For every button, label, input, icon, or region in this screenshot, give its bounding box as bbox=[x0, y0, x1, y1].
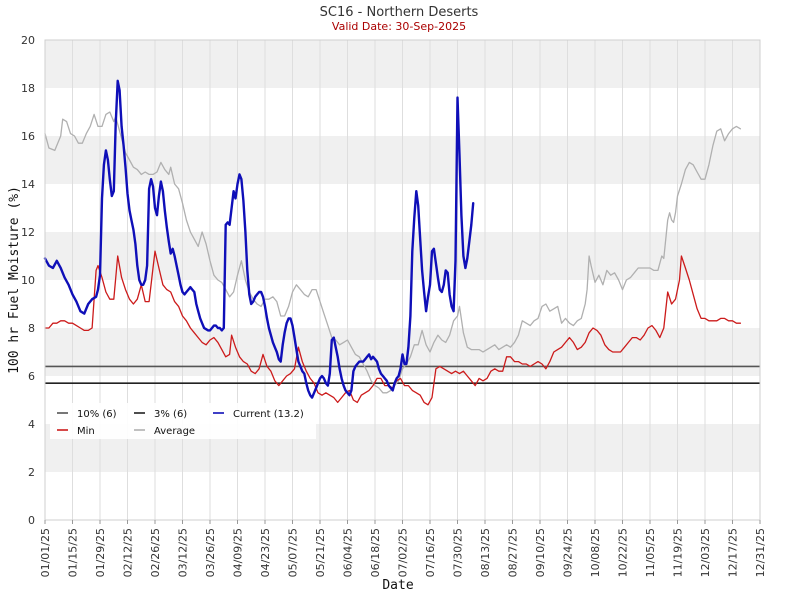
series-lines bbox=[43, 79, 742, 406]
x-tick-label: 02/26/25 bbox=[149, 528, 162, 577]
x-tick-label: 03/26/25 bbox=[204, 528, 217, 577]
y-tick-label: 16 bbox=[21, 130, 35, 143]
y-tick-label: 0 bbox=[28, 514, 35, 527]
x-tick-label: 11/05/25 bbox=[644, 528, 657, 577]
x-tick-label: 09/24/25 bbox=[562, 528, 575, 577]
x-tick-label: 07/30/25 bbox=[452, 528, 465, 577]
x-tick-label: 02/12/25 bbox=[122, 528, 135, 577]
y-tick-label: 14 bbox=[21, 178, 35, 191]
legend-label: Average bbox=[154, 426, 195, 437]
x-axis-ticks: 01/01/25 01/15/25 01/29/25 02/12/25 02/26/25… bbox=[39, 520, 767, 577]
chart-title: SC16 - Northern Deserts bbox=[320, 5, 479, 20]
x-tick-label: 12/31/25 bbox=[754, 528, 767, 577]
x-tick-label: 07/02/25 bbox=[397, 528, 410, 577]
y-tick-label: 6 bbox=[28, 370, 35, 383]
x-tick-label: 01/29/25 bbox=[94, 528, 107, 577]
series-line-average bbox=[44, 111, 742, 394]
x-tick-label: 08/13/25 bbox=[479, 528, 492, 577]
legend-label: Current (13.2) bbox=[233, 409, 304, 420]
y-tick-label: 10 bbox=[21, 274, 35, 287]
x-tick-label: 10/22/25 bbox=[617, 528, 630, 577]
x-tick-label: 08/27/25 bbox=[507, 528, 520, 577]
y-tick-label: 20 bbox=[21, 34, 35, 47]
x-tick-label: 01/15/25 bbox=[67, 528, 80, 577]
x-tick-label: 07/16/25 bbox=[424, 528, 437, 577]
y-tick-label: 2 bbox=[28, 466, 35, 479]
legend-label: 3% (6) bbox=[154, 409, 187, 420]
legend-label: 10% (6) bbox=[77, 409, 117, 420]
x-axis-label: Date bbox=[382, 578, 413, 593]
series-line-current bbox=[43, 79, 475, 399]
x-tick-label: 09/10/25 bbox=[534, 528, 547, 577]
legend-label: Min bbox=[77, 426, 95, 437]
x-tick-label: 11/19/25 bbox=[672, 528, 685, 577]
legend: 10% (6) 3% (6) Current (13.2) Min Average bbox=[50, 403, 316, 439]
legend-box bbox=[50, 403, 316, 439]
y-tick-label: 18 bbox=[21, 82, 35, 95]
x-tick-label: 06/04/25 bbox=[342, 528, 355, 577]
x-tick-label: 10/08/25 bbox=[589, 528, 602, 577]
x-tick-label: 01/01/25 bbox=[39, 528, 52, 577]
x-tick-label: 04/23/25 bbox=[259, 528, 272, 577]
y-tick-label: 8 bbox=[28, 322, 35, 335]
x-tick-label: 12/17/25 bbox=[727, 528, 740, 577]
y-axis-label: 100 hr Fuel Moisture (%) bbox=[7, 186, 22, 374]
y-tick-label: 4 bbox=[28, 418, 35, 431]
x-tick-label: 05/21/25 bbox=[314, 528, 327, 577]
y-axis-ticks: 0 2 4 6 8 10 12 14 16 18 20 bbox=[21, 34, 35, 527]
y-tick-label: 12 bbox=[21, 226, 35, 239]
x-tick-label: 03/12/25 bbox=[177, 528, 190, 577]
chart-subtitle: Valid Date: 30-Sep-2025 bbox=[332, 20, 466, 33]
x-tick-label: 04/09/25 bbox=[232, 528, 245, 577]
x-tick-label: 06/18/25 bbox=[369, 528, 382, 577]
x-tick-label: 12/03/25 bbox=[699, 528, 712, 577]
x-tick-label: 05/07/25 bbox=[287, 528, 300, 577]
